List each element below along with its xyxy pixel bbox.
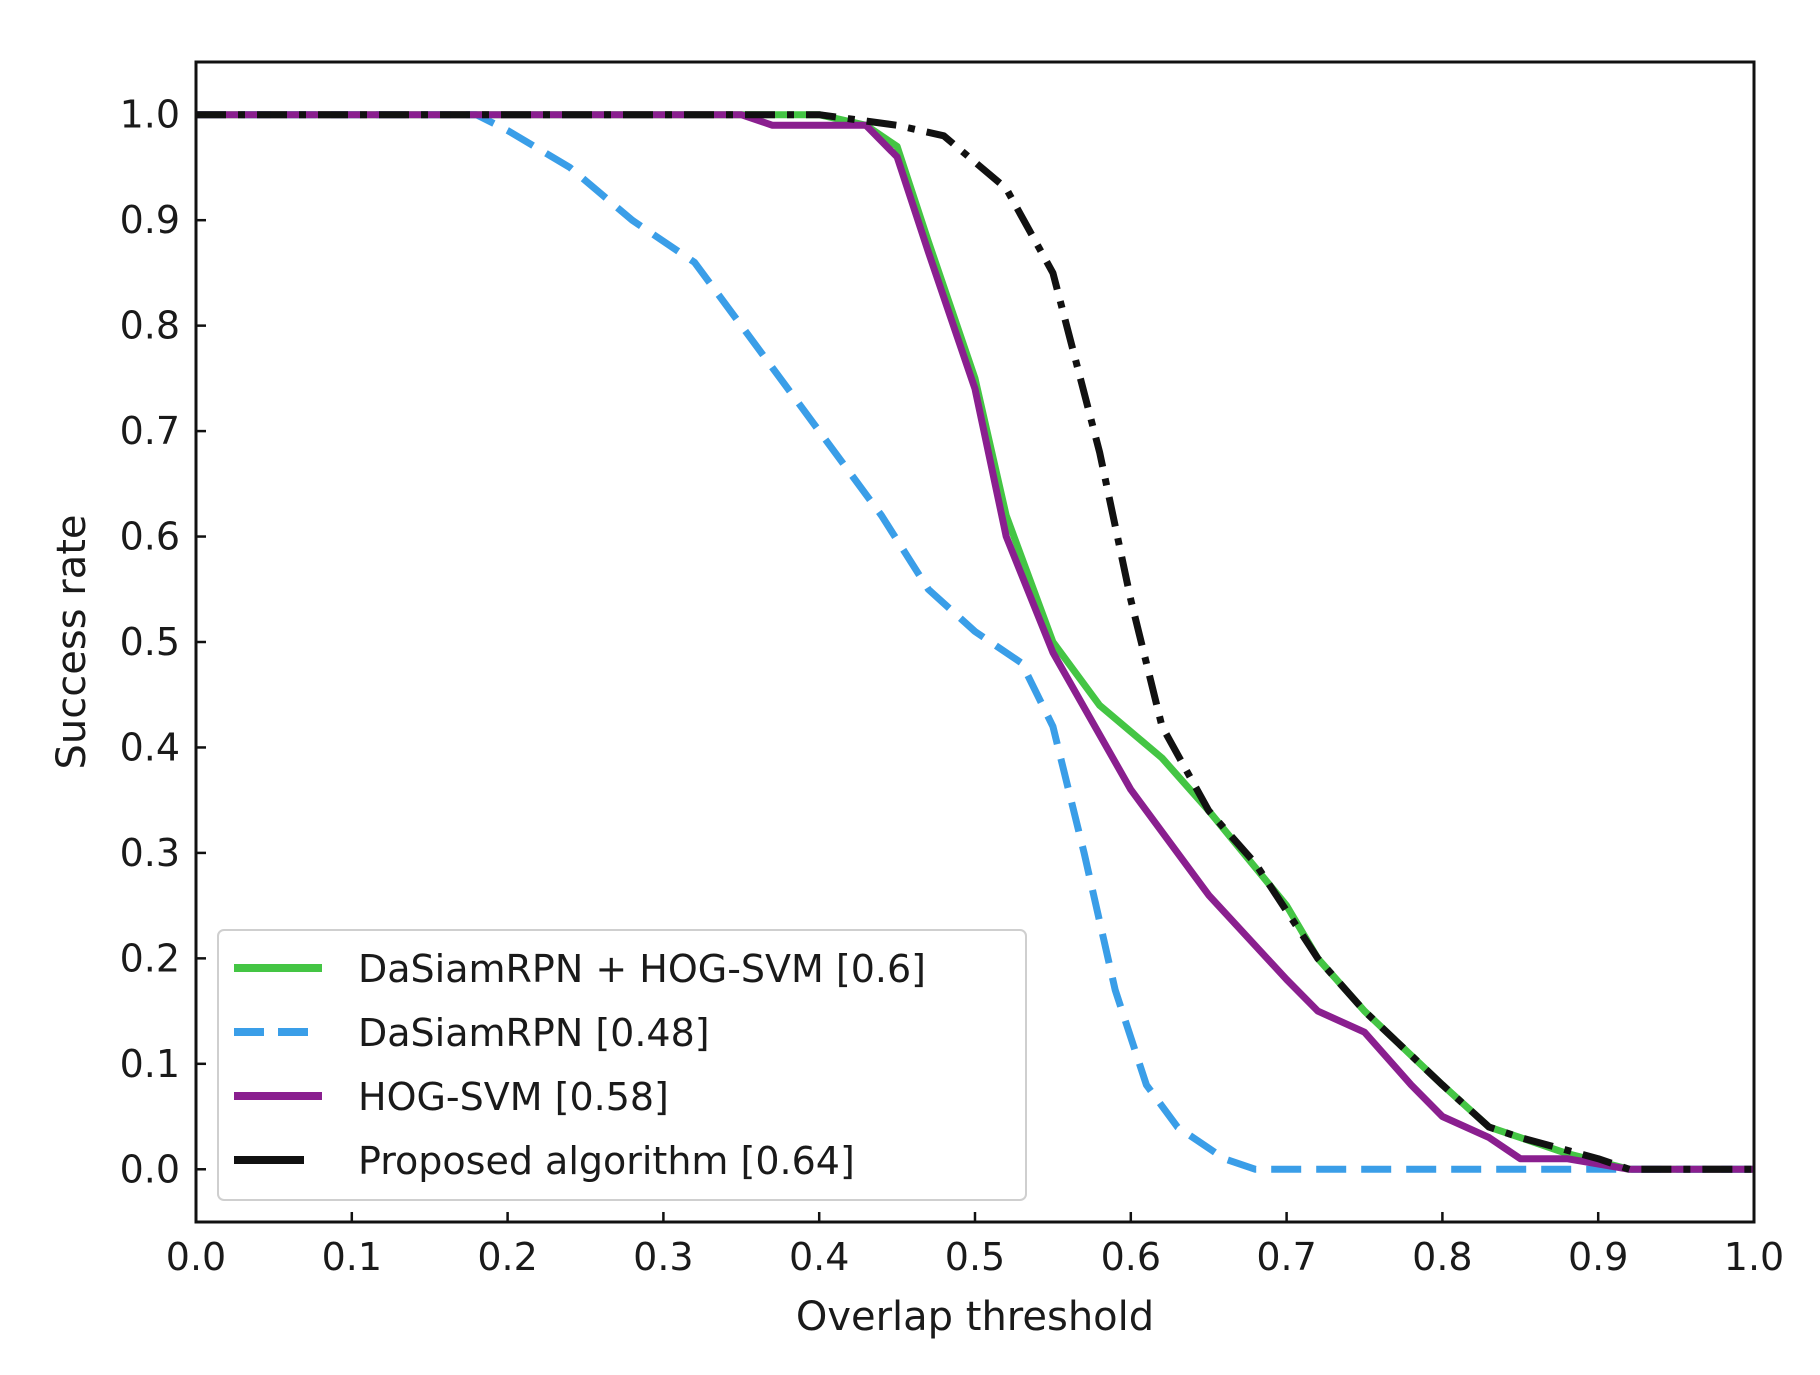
- x-tick-label: 0.6: [1101, 1235, 1161, 1279]
- x-tick-label: 0.0: [166, 1235, 226, 1279]
- legend-label-1: DaSiamRPN [0.48]: [358, 1011, 710, 1055]
- y-tick-label: 0.1: [120, 1042, 180, 1086]
- y-axis-label: Success rate: [49, 515, 95, 770]
- series-layer: [196, 111, 1754, 1173]
- y-tick-label: 0.9: [120, 198, 180, 242]
- x-tick-label: 0.1: [322, 1235, 382, 1279]
- y-tick-label: 0.7: [120, 409, 180, 453]
- y-tick-label: 0.3: [120, 831, 180, 875]
- x-tick-label: 0.3: [633, 1235, 693, 1279]
- x-tick-label: 0.2: [477, 1235, 537, 1279]
- x-axis-label: Overlap threshold: [796, 1294, 1154, 1340]
- y-tick-label: 0.8: [120, 304, 180, 348]
- x-tick-label: 0.9: [1568, 1235, 1628, 1279]
- legend: DaSiamRPN + HOG-SVM [0.6] DaSiamRPN [0.48…: [217, 929, 1027, 1201]
- ticks-layer: 0.0 0.1 0.2 0.3 0.4 0.5 0.6 0.7 0.8 0.9 1.0 0.0 0.1 0…: [120, 93, 1785, 1279]
- x-tick-label: 0.5: [945, 1235, 1005, 1279]
- series-line-1: [196, 111, 1754, 1173]
- legend-label-0: DaSiamRPN + HOG-SVM [0.6]: [358, 947, 926, 991]
- y-tick-label: 0.5: [120, 620, 180, 664]
- x-tick-label: 1.0: [1724, 1235, 1784, 1279]
- x-tick-label: 0.8: [1412, 1235, 1472, 1279]
- legend-box: [217, 929, 1027, 1201]
- y-tick-label: 0.2: [120, 936, 180, 980]
- legend-label-2: HOG-SVM [0.58]: [358, 1075, 669, 1119]
- x-tick-label: 0.4: [789, 1235, 849, 1279]
- y-tick-label: 0.4: [120, 725, 180, 769]
- x-tick-label: 0.7: [1256, 1235, 1316, 1279]
- y-tick-label: 0.0: [120, 1147, 180, 1191]
- series-line-2: [196, 111, 1754, 1173]
- series-line-3: [196, 111, 1754, 1173]
- legend-label-3: Proposed algorithm [0.64]: [358, 1139, 855, 1183]
- y-tick-label: 1.0: [120, 93, 180, 137]
- y-tick-label: 0.6: [120, 515, 180, 559]
